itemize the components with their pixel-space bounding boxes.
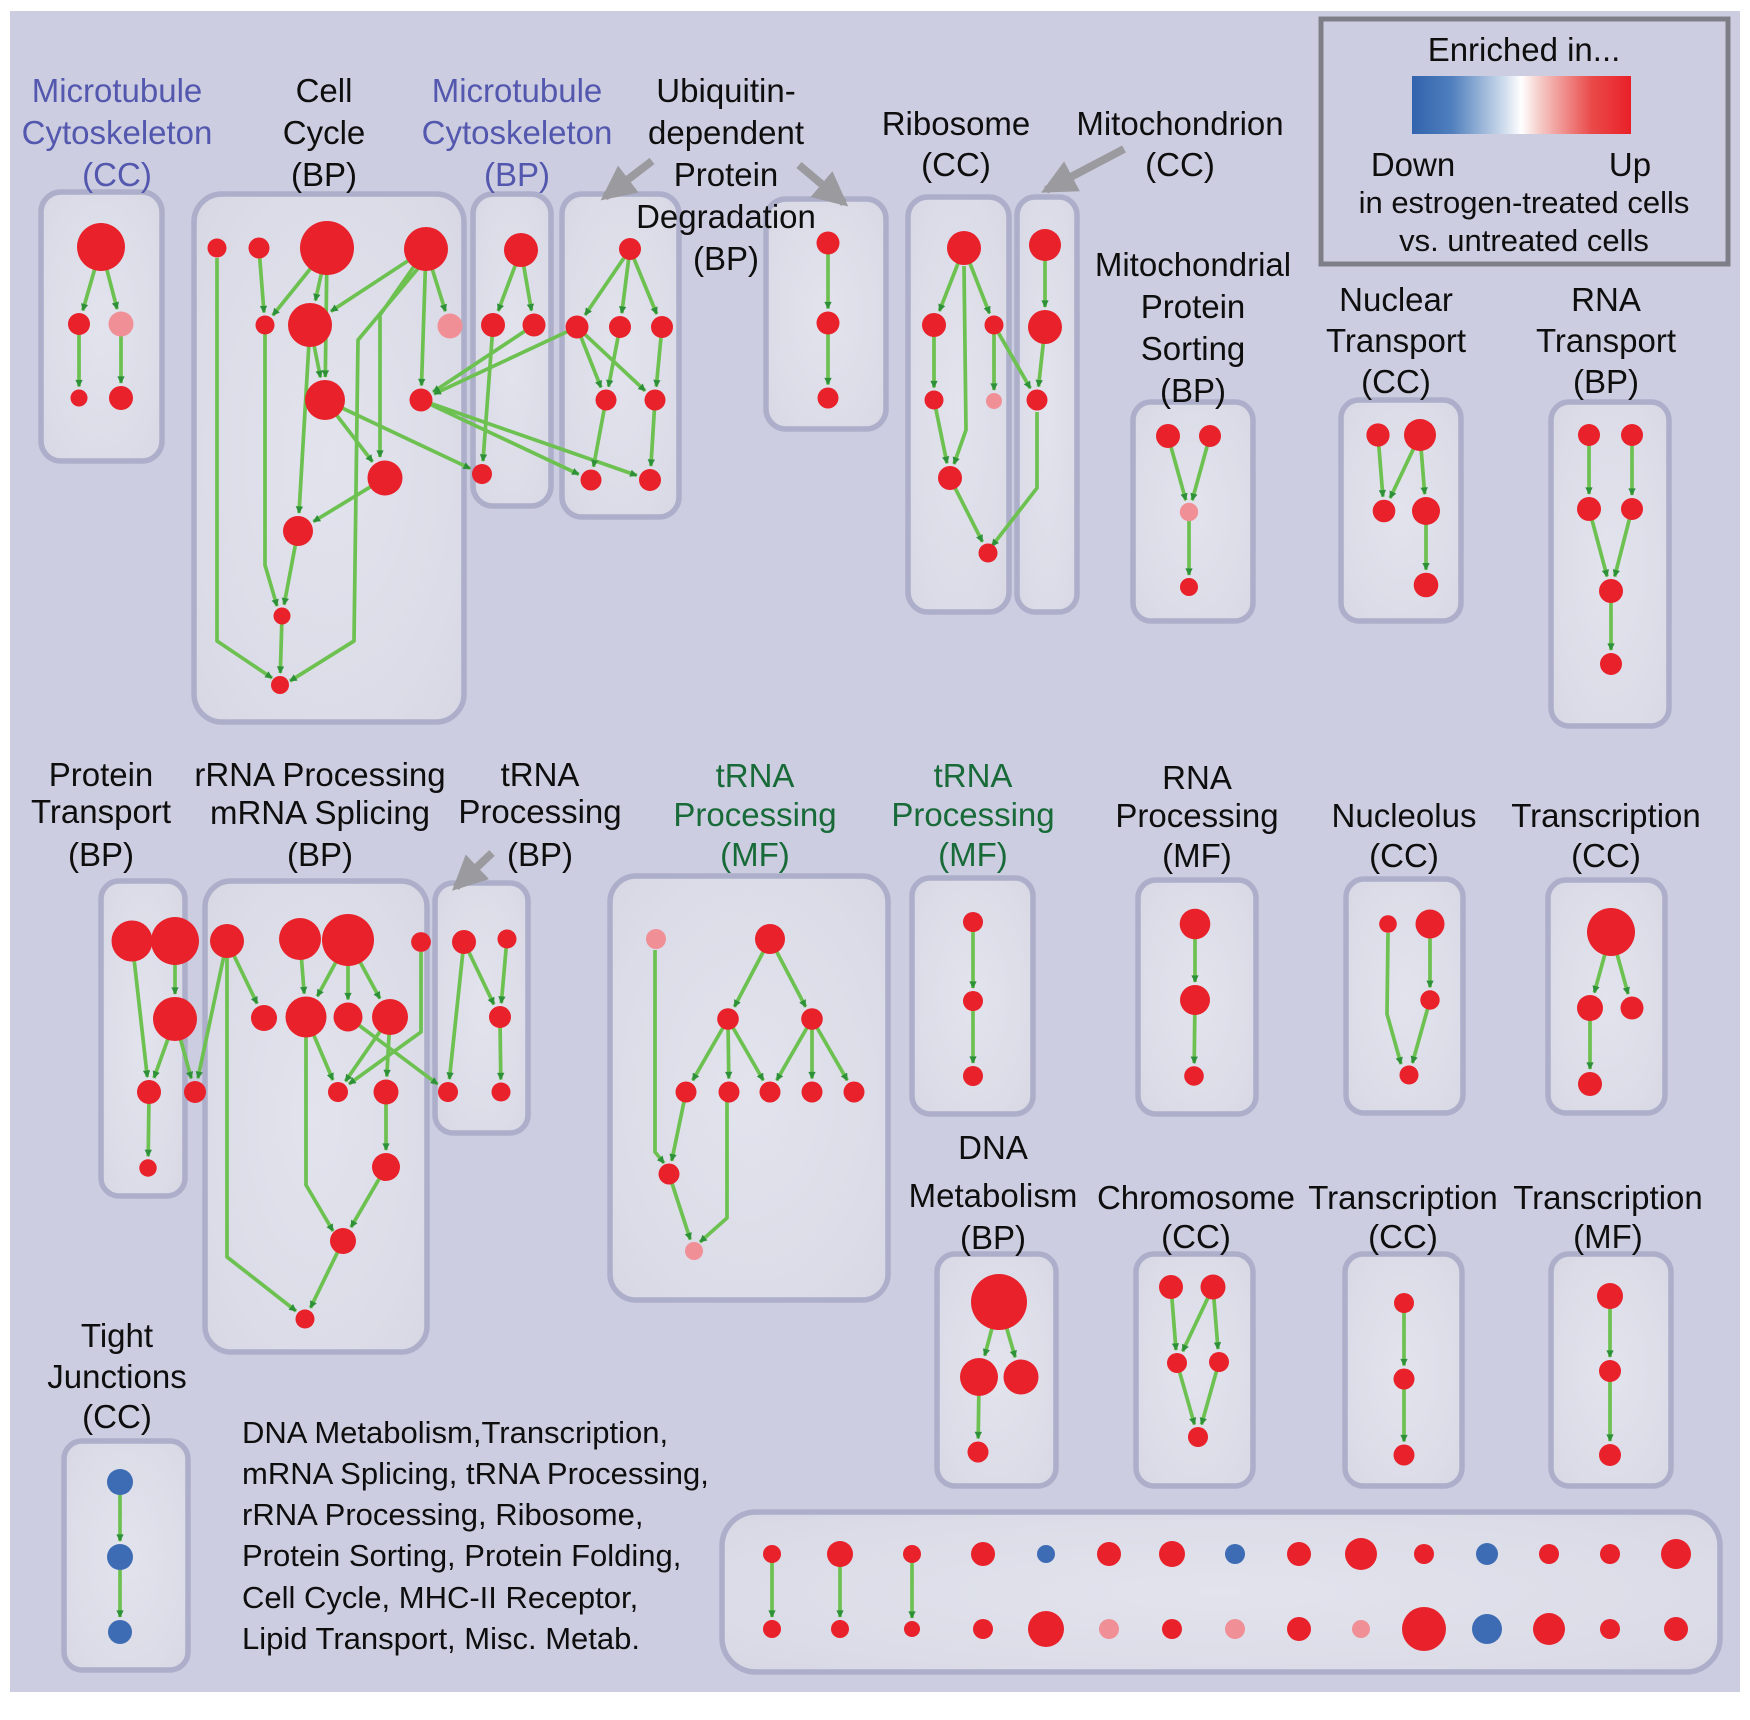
svg-text:(MF): (MF)	[720, 836, 790, 873]
svg-text:tRNA: tRNA	[934, 757, 1013, 794]
svg-text:Cytoskeleton: Cytoskeleton	[22, 114, 213, 151]
svg-text:Nuclear: Nuclear	[1339, 281, 1453, 318]
svg-text:Down: Down	[1371, 146, 1455, 183]
svg-text:(BP): (BP)	[960, 1219, 1026, 1256]
svg-text:(BP): (BP)	[507, 836, 573, 873]
svg-text:tRNA: tRNA	[716, 757, 795, 794]
svg-text:Up: Up	[1609, 146, 1651, 183]
svg-text:(BP): (BP)	[1160, 372, 1226, 409]
svg-text:rRNA Processing, Ribosome,: rRNA Processing, Ribosome,	[242, 1497, 643, 1532]
svg-text:mRNA Splicing, tRNA Processing: mRNA Splicing, tRNA Processing,	[242, 1456, 709, 1491]
svg-text:Processing: Processing	[891, 796, 1054, 833]
svg-text:(CC): (CC)	[1571, 837, 1641, 874]
svg-text:Nucleolus: Nucleolus	[1332, 797, 1477, 834]
svg-text:Protein: Protein	[674, 156, 779, 193]
svg-text:(CC): (CC)	[82, 1398, 152, 1435]
svg-text:(CC): (CC)	[1369, 837, 1439, 874]
svg-text:RNA: RNA	[1571, 281, 1641, 318]
svg-text:(CC): (CC)	[1145, 146, 1215, 183]
svg-text:Transport: Transport	[31, 793, 171, 830]
svg-text:(MF): (MF)	[1573, 1218, 1643, 1255]
svg-text:dependent: dependent	[648, 114, 804, 151]
svg-text:Microtubule: Microtubule	[432, 72, 603, 109]
svg-text:tRNA: tRNA	[501, 756, 580, 793]
svg-text:Degradation: Degradation	[636, 198, 816, 235]
svg-text:(CC): (CC)	[1361, 363, 1431, 400]
svg-text:Processing: Processing	[458, 793, 621, 830]
svg-text:(BP): (BP)	[68, 836, 134, 873]
svg-text:(MF): (MF)	[1162, 837, 1232, 874]
svg-text:Lipid Transport, Misc. Metab.: Lipid Transport, Misc. Metab.	[242, 1621, 640, 1656]
svg-text:DNA Metabolism,Transcription,: DNA Metabolism,Transcription,	[242, 1415, 668, 1450]
svg-text:in estrogen-treated cells: in estrogen-treated cells	[1359, 185, 1690, 220]
svg-text:Protein: Protein	[1141, 288, 1246, 325]
svg-text:(BP): (BP)	[484, 156, 550, 193]
svg-text:Cytoskeleton: Cytoskeleton	[422, 114, 613, 151]
svg-text:Transcription: Transcription	[1511, 797, 1701, 834]
svg-text:rRNA Processing: rRNA Processing	[194, 756, 445, 793]
svg-text:Transport: Transport	[1536, 322, 1676, 359]
svg-text:Tight: Tight	[81, 1317, 153, 1354]
svg-text:Protein: Protein	[49, 756, 154, 793]
svg-text:Cell Cycle, MHC-II Receptor,: Cell Cycle, MHC-II Receptor,	[242, 1580, 638, 1615]
svg-text:(CC): (CC)	[921, 146, 991, 183]
svg-text:Microtubule: Microtubule	[32, 72, 203, 109]
svg-text:Transcription: Transcription	[1308, 1179, 1498, 1216]
svg-text:DNA: DNA	[958, 1129, 1028, 1166]
svg-text:(BP): (BP)	[287, 836, 353, 873]
svg-text:vs. untreated cells: vs. untreated cells	[1399, 223, 1649, 258]
svg-text:Sorting: Sorting	[1141, 330, 1246, 367]
svg-text:Transport: Transport	[1326, 322, 1466, 359]
svg-text:RNA: RNA	[1162, 759, 1232, 796]
svg-text:Processing: Processing	[673, 796, 836, 833]
svg-text:Protein Sorting, Protein Foldi: Protein Sorting, Protein Folding,	[242, 1538, 681, 1573]
svg-text:(CC): (CC)	[1368, 1218, 1438, 1255]
svg-text:mRNA Splicing: mRNA Splicing	[210, 794, 430, 831]
svg-text:Enriched in...: Enriched in...	[1428, 31, 1621, 68]
svg-text:(BP): (BP)	[291, 156, 357, 193]
svg-text:Transcription: Transcription	[1513, 1179, 1703, 1216]
svg-text:Cycle: Cycle	[283, 114, 366, 151]
svg-text:(BP): (BP)	[693, 240, 759, 277]
svg-text:(BP): (BP)	[1573, 363, 1639, 400]
svg-text:(CC): (CC)	[82, 156, 152, 193]
svg-text:Mitochondrion: Mitochondrion	[1076, 105, 1283, 142]
svg-text:(MF): (MF)	[938, 836, 1008, 873]
svg-text:Ubiquitin-: Ubiquitin-	[656, 72, 795, 109]
svg-text:Ribosome: Ribosome	[882, 105, 1031, 142]
svg-text:Metabolism: Metabolism	[909, 1177, 1078, 1214]
svg-text:(CC): (CC)	[1161, 1218, 1231, 1255]
svg-text:Junctions: Junctions	[47, 1358, 186, 1395]
svg-text:Cell: Cell	[296, 72, 353, 109]
svg-text:Mitochondrial: Mitochondrial	[1095, 246, 1291, 283]
svg-text:Processing: Processing	[1115, 797, 1278, 834]
svg-text:Chromosome: Chromosome	[1097, 1179, 1295, 1216]
